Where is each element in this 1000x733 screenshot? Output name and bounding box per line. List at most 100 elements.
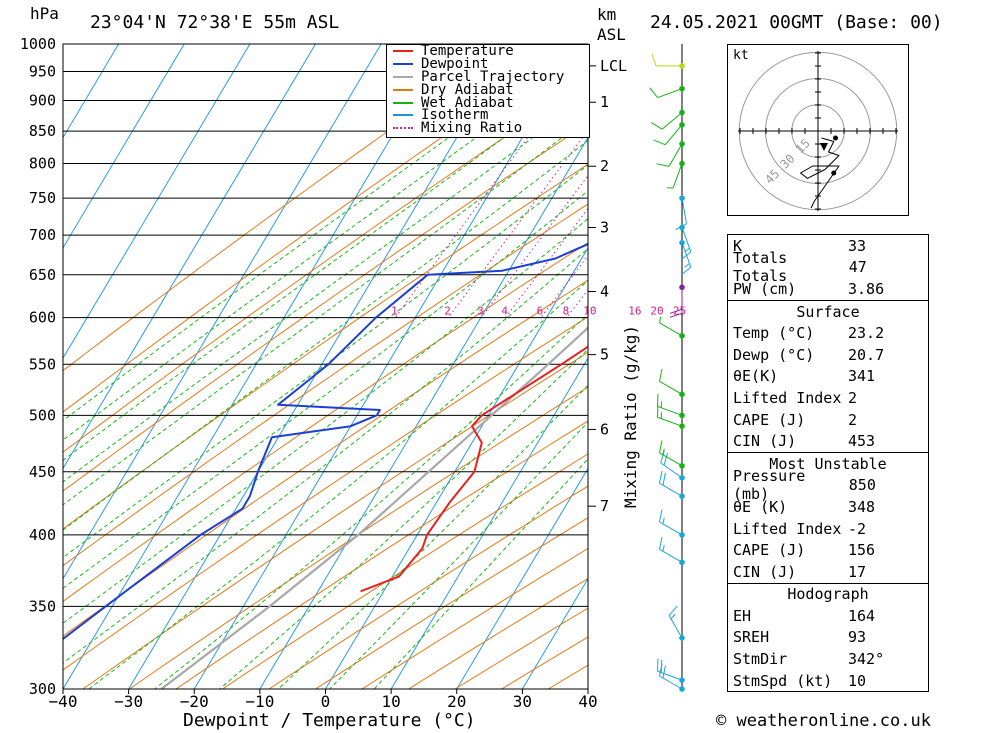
stats-label: θE (K) xyxy=(733,497,788,516)
stats-row: Totals Totals 47 xyxy=(728,249,928,285)
x-tick-label: 20 xyxy=(447,692,466,711)
stats-value: 47 xyxy=(848,258,867,277)
legend-swatch xyxy=(393,101,413,104)
stats-row: K 33 xyxy=(728,235,928,257)
temperature-line xyxy=(360,345,588,593)
legend-label: Wet Adiabat xyxy=(421,94,514,111)
wind-barb-flag xyxy=(684,263,690,268)
legend-label: Dry Adiabat xyxy=(421,81,514,98)
stats-row: StmDir 342° xyxy=(728,648,928,670)
stats-label: CAPE (J) xyxy=(733,410,806,429)
altitude-tick-label: 7 xyxy=(600,497,609,515)
legend-item: Wet Adiabat xyxy=(387,94,589,111)
dry-adiabat-line xyxy=(63,203,588,567)
hodograph-stats-section: Hodograph EH 164 SREH 93 StmDir 342° StmSpd (kt… xyxy=(728,582,928,692)
stats-row: Lifted Index 2 xyxy=(728,387,928,409)
wind-level-marker xyxy=(679,463,685,469)
wet-adiabat-line xyxy=(63,190,588,589)
stats-row: Dewp (°C) 20.7 xyxy=(728,344,928,366)
mixing-ratio-label: 10 xyxy=(583,305,596,318)
pressure-tick-label: 400 xyxy=(29,526,56,544)
legend-label: Mixing Ratio xyxy=(421,120,523,137)
wind-barb-flag xyxy=(669,312,683,318)
wind-barb-flag xyxy=(668,605,678,616)
wind-barb-shaft xyxy=(681,198,688,224)
legend-item: Dewpoint xyxy=(387,56,589,73)
wind-barb-flag xyxy=(669,308,683,314)
wind-barb-flag xyxy=(663,452,669,466)
legend-item: Parcel Trajectory xyxy=(387,69,589,85)
legend-label: Dewpoint xyxy=(421,56,489,73)
wind-barb-shaft xyxy=(657,416,683,427)
stats-label: StmDir xyxy=(733,650,788,669)
pressure-tick-label: 900 xyxy=(29,91,56,109)
legend-item: Isotherm xyxy=(387,107,589,123)
isotherm-line xyxy=(63,44,448,689)
stats-value: 341 xyxy=(848,367,876,386)
isotherm-line xyxy=(63,44,185,249)
isotherm-line xyxy=(63,44,382,580)
dry-adiabat-line xyxy=(63,163,588,530)
stats-value: 850 xyxy=(848,476,876,495)
hodograph-panel: kt 15 30 45 xyxy=(727,44,909,216)
stats-label: StmSpd (kt) xyxy=(733,671,833,690)
wind-barb-shaft xyxy=(657,405,683,416)
stats-row: SREH 93 xyxy=(728,627,928,649)
wind-barb-flag xyxy=(651,53,657,67)
stats-value: -2 xyxy=(848,519,867,538)
pressure-unit-label: hPa xyxy=(30,4,59,23)
wet-adiabat-line xyxy=(63,117,588,506)
altitude-tick-label: 6 xyxy=(600,420,609,438)
pressure-tick-label: 600 xyxy=(29,309,56,327)
hodograph-trace xyxy=(800,137,840,209)
stats-section-title: Most Unstable xyxy=(769,454,887,473)
altitude-tick-label: 2 xyxy=(600,157,609,175)
wind-barb-flag xyxy=(656,163,670,167)
wind-barb-flag xyxy=(675,223,687,231)
stats-label: Lifted Index xyxy=(733,519,842,538)
dry-adiabat-line xyxy=(63,122,588,492)
wind-barb-flag xyxy=(653,139,666,146)
pressure-tick-label: 850 xyxy=(29,122,56,140)
wind-barb-flag xyxy=(649,87,658,98)
legend-item: Mixing Ratio xyxy=(387,120,589,137)
wind-barb-flag xyxy=(680,251,692,261)
pressure-tick-label: 450 xyxy=(29,463,56,481)
stats-value: 3.86 xyxy=(848,279,885,298)
x-tick-label: 0 xyxy=(321,692,331,711)
mixing-ratio-label: 25 xyxy=(673,305,686,318)
wet-adiabat-line xyxy=(63,247,588,664)
hodograph-point xyxy=(831,170,837,176)
wind-barb-flag xyxy=(658,368,663,382)
wet-adiabat-line xyxy=(88,279,588,689)
wind-barb-flag xyxy=(658,316,662,323)
altitude-tick-label: 5 xyxy=(600,346,609,364)
stats-row: CIN (J) 453 xyxy=(728,430,928,452)
wind-barb-flag xyxy=(662,448,665,455)
hodograph-point xyxy=(833,135,838,141)
wet-adiabat-line xyxy=(63,75,588,462)
stats-value: 2 xyxy=(848,388,858,407)
stats-table: K 33 Totals Totals 47 PW (cm) 3.86 Surface Tem… xyxy=(727,234,929,693)
stats-value: 348 xyxy=(848,497,876,516)
wind-barb-shaft xyxy=(664,124,683,146)
x-axis-title: Dewpoint / Temperature (°C) xyxy=(183,710,476,731)
wind-barb-shaft xyxy=(681,227,692,253)
isotherm-line xyxy=(128,44,513,689)
wind-barb-flag xyxy=(680,266,692,276)
legend-swatch xyxy=(393,75,413,78)
x-tick-label: 10 xyxy=(381,692,400,711)
datetime-title: 24.05.2021 00GMT (Base: 00) xyxy=(650,12,943,33)
hodograph-ring-label: 15 xyxy=(793,136,813,156)
stats-value: 20.7 xyxy=(848,345,885,364)
legend-swatch xyxy=(393,114,413,117)
dry-adiabat-line xyxy=(268,485,588,689)
mixing-ratio-label: 20 xyxy=(650,305,663,318)
wind-barb-shaft xyxy=(659,521,683,536)
stats-label: Dewp (°C) xyxy=(733,345,815,364)
pressure-tick-label: 300 xyxy=(29,680,56,698)
legend-swatch xyxy=(393,127,413,130)
isotherm-line xyxy=(193,44,579,689)
dry-adiabat-line xyxy=(82,351,588,689)
wind-barb-flag xyxy=(662,665,666,679)
